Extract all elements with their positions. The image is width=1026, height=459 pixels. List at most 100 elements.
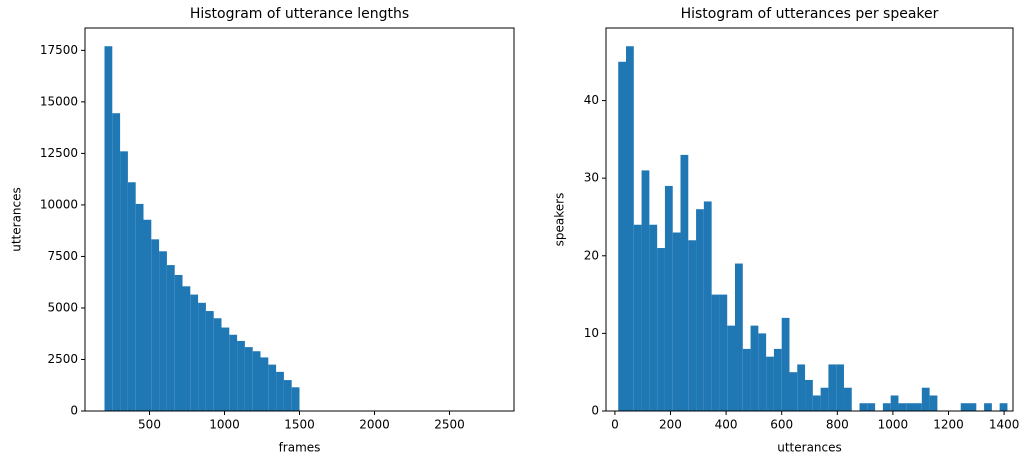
x-tick-label: 500 (138, 418, 161, 432)
bar (867, 403, 876, 411)
bar (633, 224, 642, 411)
bar (174, 274, 183, 411)
x-tick-label: 1000 (878, 418, 909, 432)
bar (750, 325, 759, 411)
x-tick-label: 1400 (989, 418, 1020, 432)
bar (151, 239, 160, 411)
bar (929, 395, 938, 411)
y-tick-label: 0 (591, 404, 599, 418)
bar (268, 364, 277, 411)
bar (291, 387, 300, 411)
bar (696, 209, 704, 411)
bar (843, 387, 852, 411)
bar (664, 185, 673, 411)
bar (921, 387, 930, 411)
bar (734, 263, 743, 411)
x-axis-label: utterances (777, 441, 842, 455)
bar (797, 364, 806, 411)
bar (221, 327, 230, 411)
bar (680, 154, 689, 412)
x-axis-label: frames (279, 441, 321, 455)
bar (960, 403, 969, 411)
bar (781, 317, 790, 411)
bar (229, 334, 238, 411)
bar (135, 203, 144, 411)
bar (812, 395, 821, 411)
y-axis-label: speakers (553, 193, 567, 247)
y-tick-label: 30 (584, 171, 599, 185)
bar (143, 219, 152, 411)
y-tick-label: 10 (584, 326, 599, 340)
bar (237, 340, 245, 411)
bar (190, 294, 199, 411)
y-tick-label: 2500 (47, 352, 78, 366)
y-tick-label: 10000 (40, 197, 78, 211)
bar (968, 403, 977, 411)
x-tick-label: 2500 (434, 418, 465, 432)
x-tick-label: 800 (826, 418, 849, 432)
bar (999, 403, 1008, 411)
bar (882, 403, 891, 411)
bar (914, 403, 922, 411)
y-tick-label: 5000 (47, 300, 78, 314)
bar (649, 224, 658, 411)
chart-title: Histogram of utterance lengths (190, 6, 409, 22)
x-tick-label: 400 (715, 418, 738, 432)
bar (618, 61, 627, 411)
bar (198, 302, 206, 411)
bar (641, 170, 650, 411)
bar (766, 356, 774, 411)
bar (906, 403, 915, 411)
bar (828, 364, 837, 411)
bar (213, 318, 222, 411)
bar (742, 348, 751, 411)
bar (703, 201, 712, 411)
y-tick-label: 17500 (40, 43, 78, 57)
y-tick-label: 7500 (47, 249, 78, 263)
y-tick-label: 20 (584, 248, 599, 262)
bar (890, 395, 899, 411)
bar (984, 403, 992, 411)
bar (120, 151, 128, 411)
bar (719, 294, 728, 411)
bar (166, 265, 175, 411)
chart-title: Histogram of utterances per speaker (681, 6, 939, 22)
bar (758, 333, 767, 411)
bar (672, 232, 681, 411)
bar (252, 351, 261, 411)
bar (260, 357, 269, 411)
bar (820, 387, 829, 411)
y-tick-label: 15000 (40, 94, 78, 108)
y-tick-label: 12500 (40, 146, 78, 160)
bar (898, 403, 907, 411)
bar (112, 113, 121, 412)
x-tick-label: 200 (659, 418, 682, 432)
y-axis-label: utterances (10, 187, 24, 252)
bar (657, 248, 665, 411)
x-tick-label: 1000 (209, 418, 240, 432)
bar (182, 286, 191, 411)
axes-frame (605, 27, 1014, 412)
bar (789, 372, 798, 411)
bar (244, 347, 253, 411)
bar (773, 348, 782, 411)
bar (711, 294, 720, 411)
bar (805, 379, 813, 411)
x-tick-label: 600 (770, 418, 793, 432)
bar (127, 182, 136, 411)
x-tick-label: 1200 (933, 418, 964, 432)
x-tick-label: 0 (611, 418, 619, 432)
y-tick-label: 40 (584, 93, 599, 107)
y-tick-label: 0 (70, 404, 78, 418)
bar (727, 325, 735, 411)
bar (159, 251, 167, 411)
bar (276, 371, 284, 411)
bar (205, 311, 214, 411)
bar (283, 380, 292, 411)
x-tick-label: 2000 (359, 418, 390, 432)
x-tick-label: 1500 (284, 418, 315, 432)
bar (688, 240, 697, 411)
bar (836, 364, 844, 411)
bar (859, 403, 868, 411)
